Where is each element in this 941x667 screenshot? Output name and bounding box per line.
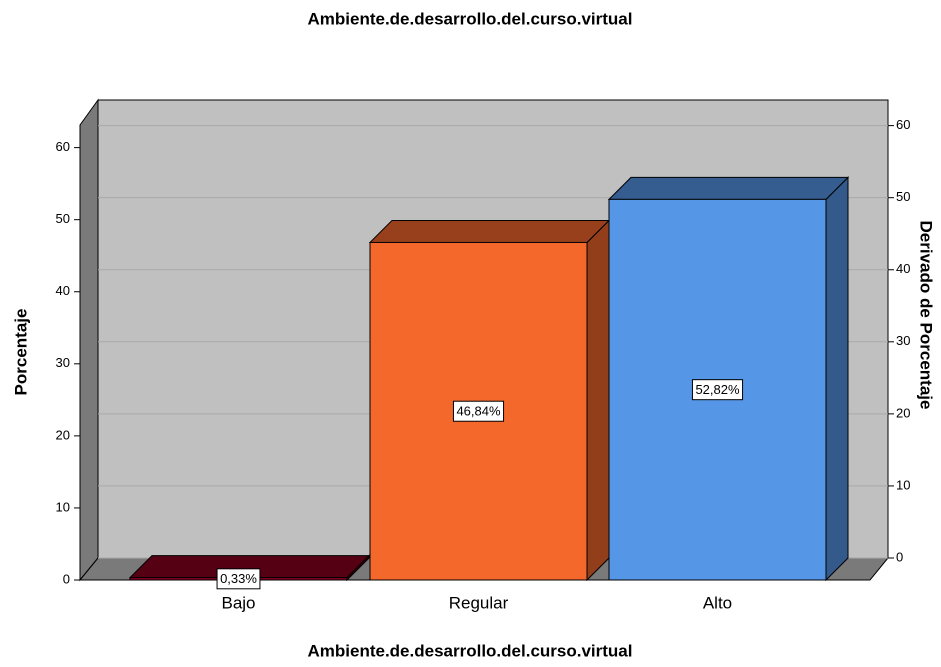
chart-title: Ambiente.de.desarrollo.del.curso.virtual	[308, 9, 633, 28]
y-axis-title: Porcentaje	[11, 309, 30, 396]
bar-top	[607, 176, 850, 200]
y2-axis-title: Derivado de Porcentaje	[917, 221, 936, 410]
y2-tick-label: 10	[896, 477, 910, 492]
y2-tick-label: 30	[896, 333, 910, 348]
y2-tick-label: 40	[896, 261, 910, 276]
y-tick-label: 60	[56, 139, 70, 154]
y-tick-label: 30	[56, 355, 70, 370]
y2-tick-label: 50	[896, 189, 910, 204]
y2-tick-label: 60	[896, 117, 910, 132]
value-label-box	[452, 400, 505, 422]
value-label: 46,84%	[456, 404, 501, 419]
bar-side	[825, 176, 849, 582]
x-tick-label: Bajo	[221, 593, 255, 612]
y2-tick-label: 0	[896, 549, 903, 564]
value-label: 0,33%	[220, 571, 257, 586]
value-label-box	[216, 568, 261, 590]
y-tick-label: 10	[56, 499, 70, 514]
value-label-box	[691, 379, 744, 401]
x-tick-label: Regular	[449, 593, 509, 612]
y-tick-label: 0	[63, 571, 70, 586]
bar-side	[586, 219, 610, 582]
y-tick-label: 40	[56, 283, 70, 298]
bar-top	[368, 219, 611, 243]
x-axis-title: Ambiente.de.desarrollo.del.curso.virtual	[308, 641, 633, 660]
side-wall	[79, 98, 99, 582]
y-tick-label: 20	[56, 427, 70, 442]
y-tick-label: 50	[56, 211, 70, 226]
value-label: 52,82%	[695, 382, 740, 397]
y2-tick-label: 20	[896, 405, 910, 420]
x-tick-label: Alto	[703, 593, 732, 612]
